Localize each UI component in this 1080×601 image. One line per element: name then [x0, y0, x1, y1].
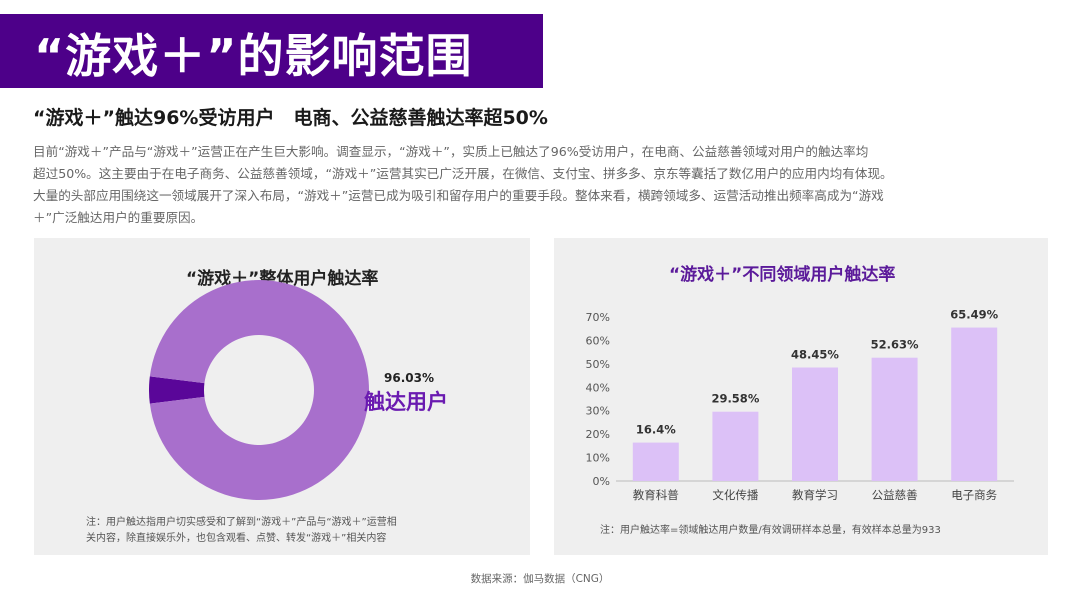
note-line: 关内容，除直接娱乐外，也包含观看、点赞、转发“游戏＋”相关内容	[86, 533, 387, 544]
x-category-label: 电子商务	[951, 488, 997, 502]
bar-5	[951, 327, 998, 481]
data-source-footer: 数据来源：伽马数据（CNG）	[470, 573, 610, 585]
left-panel-note: 注：用户触达指用户切实感受和了解到“游戏＋”产品与“游戏＋”运营相 关内容，除直…	[86, 515, 466, 547]
title-banner: “游戏＋”的影响范围	[0, 14, 543, 88]
page-title: “游戏＋”的影响范围	[34, 29, 473, 83]
x-category-label: 公益慈善	[872, 488, 918, 502]
bar-1	[632, 442, 679, 481]
y-tick-label: 70%	[586, 311, 610, 324]
x-category-label: 文化传播	[712, 488, 758, 502]
bar-value-label: 29.58%	[711, 392, 759, 406]
bar-value-label: 52.63%	[871, 338, 919, 352]
y-tick-label: 40%	[586, 381, 610, 394]
x-category-label: 教育学习	[792, 488, 838, 502]
body-paragraph: 目前“游戏＋”产品与“游戏＋”运营正在产生巨大影响。调查显示，“游戏＋”，实质上…	[33, 141, 1053, 229]
donut-percent-label: 96.03%	[384, 371, 434, 385]
page-subtitle: “游戏＋”触达96%受访用户 电商、公益慈善触达率超50%	[33, 107, 548, 129]
body-line: 大量的头部应用围绕这一领域展开了深入布局，“游戏＋”运营已成为吸引和留存用户的重…	[33, 188, 884, 203]
y-tick-label: 10%	[586, 452, 610, 465]
bar-value-label: 16.4%	[636, 423, 676, 437]
y-tick-label: 20%	[586, 428, 610, 441]
bar-4	[871, 357, 918, 481]
bar-chart-title: “游戏＋”不同领域用户触达率	[669, 265, 896, 285]
body-line: ＋”广泛触达用户的重要原因。	[33, 210, 204, 225]
bar-value-label: 65.49%	[950, 308, 998, 322]
note-line: 注：用户触达指用户切实感受和了解到“游戏＋”产品与“游戏＋”运营相	[86, 517, 397, 528]
x-category-label: 教育科普	[633, 488, 679, 502]
bar-value-label: 48.45%	[791, 347, 839, 361]
y-tick-label: 0%	[593, 475, 610, 488]
bar-3	[792, 367, 838, 481]
donut-chart	[149, 280, 369, 500]
domain-reach-panel: “游戏＋”不同领域用户触达率 0% 10% 20% 30% 40% 50% 60% 70% 16…	[554, 238, 1048, 555]
y-tick-label: 50%	[586, 358, 610, 371]
y-tick-label: 30%	[586, 405, 610, 418]
body-line: 超过50%。这主要由于在电子商务、公益慈善领域，“游戏＋”运营其实已广泛开展，在…	[33, 166, 893, 181]
bar-2	[712, 411, 759, 481]
donut-slice-reached	[149, 280, 369, 500]
bar-chart: 0% 10% 20% 30% 40% 50% 60% 70% 16.4% 教育科普 29.58% 文化…	[586, 308, 1014, 502]
overall-reach-panel: “游戏＋”整体用户触达率 96.03% 触达用户 注：用户触达指用户切实感受和了…	[34, 238, 530, 555]
y-tick-label: 60%	[586, 334, 610, 347]
donut-category-label: 触达用户	[364, 390, 448, 414]
body-line: 目前“游戏＋”产品与“游戏＋”运营正在产生巨大影响。调查显示，“游戏＋”，实质上…	[33, 144, 869, 159]
donut-slice-not-reached	[149, 376, 205, 404]
right-panel-note: 注：用户触达率=领域触达用户数量/有效调研样本总量，有效样本总量为933	[600, 525, 941, 536]
